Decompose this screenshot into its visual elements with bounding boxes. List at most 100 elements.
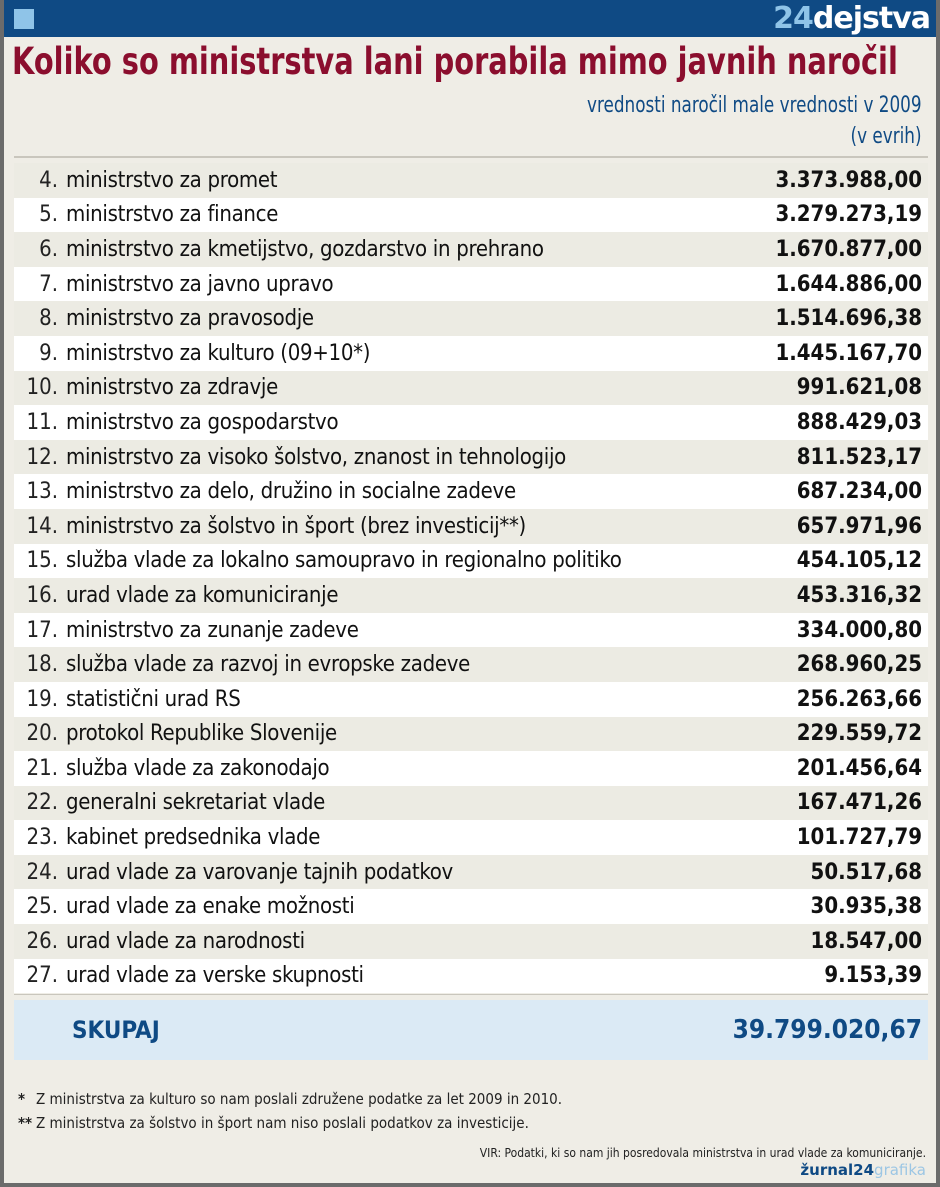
table-row: 5. ministrstvo za finance 3.279.273,19 <box>14 197 928 233</box>
row-name: ministrstvo za zdravje <box>66 375 279 401</box>
row-value: 167.471,26 <box>796 790 922 816</box>
table-row: 7. ministrstvo za javno upravo 1.644.886,0… <box>14 266 928 302</box>
total-row: SKUPAJ 39.799.020,67 <box>14 1000 928 1060</box>
row-value: 657.971,96 <box>796 513 922 539</box>
subtitle: vrednosti naročil male vrednosti v 2009 <box>587 93 922 118</box>
table-row: 14. ministrstvo za šolstvo in šport (brez… <box>14 508 928 544</box>
row-rank: 24. <box>26 859 58 885</box>
data-table: 4. ministrstvo za promet 3.373.988,00 5. min… <box>14 163 928 994</box>
row-name: ministrstvo za delo, družino in socialne… <box>66 479 516 505</box>
header-bar: 24dejstva <box>4 0 936 37</box>
table-row: 10. ministrstvo za zdravje 991.621,08 <box>14 370 928 406</box>
row-name: protokol Republike Slovenije <box>66 721 337 747</box>
footnote: ** Z ministrstva za šolstvo in šport nam … <box>18 1114 529 1132</box>
row-rank: 6. <box>39 236 58 262</box>
row-rank: 5. <box>39 202 58 228</box>
row-value: 9.153,39 <box>824 963 922 989</box>
row-value: 888.429,03 <box>796 409 922 435</box>
table-row: 27. urad vlade za verske skupnosti 9.153,3… <box>14 958 928 994</box>
row-name: urad vlade za varovanje tajnih podatkov <box>66 859 453 885</box>
total-label: SKUPAJ <box>72 1016 160 1044</box>
row-name: služba vlade za zakonodajo <box>66 755 330 781</box>
row-name: urad vlade za komuniciranje <box>66 582 339 608</box>
divider <box>14 156 928 158</box>
row-value: 1.670.877,00 <box>775 236 922 262</box>
row-value: 201.456,64 <box>796 755 922 781</box>
row-name: ministrstvo za finance <box>66 202 279 228</box>
row-rank: 27. <box>26 963 58 989</box>
row-value: 30.935,38 <box>810 894 922 920</box>
row-value: 1.514.696,38 <box>775 306 922 332</box>
infographic: 24dejstva Koliko so ministrstva lani por… <box>4 0 936 1183</box>
row-rank: 4. <box>39 167 58 193</box>
row-value: 334.000,80 <box>796 617 922 643</box>
row-rank: 18. <box>26 652 58 678</box>
row-rank: 9. <box>39 340 58 366</box>
row-value: 50.517,68 <box>810 859 922 885</box>
row-name: urad vlade za enake možnosti <box>66 894 355 920</box>
table-row: 21. služba vlade za zakonodajo 201.456,64 <box>14 751 928 786</box>
table-row: 11. ministrstvo za gospodarstvo 888.429,03 <box>14 405 928 440</box>
table-row: 20. protokol Republike Slovenije 229.559,7… <box>14 716 928 752</box>
footnote: * Z ministrstva za kulturo so nam poslali… <box>18 1090 563 1108</box>
row-rank: 16. <box>26 582 58 608</box>
row-name: kabinet predsednika vlade <box>66 825 321 851</box>
row-value: 1.445.167,70 <box>775 340 922 366</box>
row-name: ministrstvo za visoko šolstvo, znanost i… <box>66 444 566 470</box>
row-name: urad vlade za verske skupnosti <box>66 963 364 989</box>
row-rank: 7. <box>39 271 58 297</box>
row-name: ministrstvo za šolstvo in šport (brez in… <box>66 513 526 539</box>
source-note: VIR: Podatki, ki so nam jih posredovala … <box>479 1146 926 1160</box>
table-row: 22. generalni sekretariat vlade 167.471,26 <box>14 785 928 821</box>
brand-logo: žurnal24grafika <box>800 1161 926 1179</box>
row-rank: 13. <box>26 479 58 505</box>
table-row: 9. ministrstvo za kulturo (09+10*) 1.445.1… <box>14 335 928 371</box>
row-rank: 10. <box>26 375 58 401</box>
row-value: 453.316,32 <box>796 582 922 608</box>
square-icon <box>14 9 34 29</box>
unit-label: (v evrih) <box>851 124 922 149</box>
table-row: 15. služba vlade za lokalno samoupravo in… <box>14 543 928 579</box>
row-name: služba vlade za lokalno samoupravo in re… <box>66 548 622 574</box>
table-row: 25. urad vlade za enake možnosti 30.935,38 <box>14 889 928 925</box>
row-value: 101.727,79 <box>796 825 922 851</box>
table-row: 8. ministrstvo za pravosodje 1.514.696,38 <box>14 301 928 336</box>
row-rank: 21. <box>26 755 58 781</box>
row-name: ministrstvo za kmetijstvo, gozdarstvo in… <box>66 236 544 262</box>
row-rank: 22. <box>26 790 58 816</box>
table-row: 16. urad vlade za komuniciranje 453.316,32 <box>14 578 928 613</box>
logo-24dejstva: 24dejstva <box>773 1 931 36</box>
row-value: 229.559,72 <box>796 721 922 747</box>
row-value: 991.621,08 <box>796 375 922 401</box>
table-row: 13. ministrstvo za delo, družino in socia… <box>14 474 928 509</box>
table-row: 26. urad vlade za narodnosti 18.547,00 <box>14 924 928 959</box>
row-rank: 23. <box>26 825 58 851</box>
row-name: ministrstvo za promet <box>66 167 278 193</box>
row-name: generalni sekretariat vlade <box>66 790 326 816</box>
row-value: 811.523,17 <box>796 444 922 470</box>
divider <box>14 994 928 995</box>
table-row: 17. ministrstvo za zunanje zadeve 334.000,… <box>14 612 928 648</box>
row-value: 256.263,66 <box>796 686 922 712</box>
row-name: statistični urad RS <box>66 686 241 712</box>
row-value: 454.105,12 <box>796 548 922 574</box>
table-row: 24. urad vlade za varovanje tajnih podatk… <box>14 854 928 890</box>
row-rank: 26. <box>26 928 58 954</box>
row-name: ministrstvo za javno upravo <box>66 271 334 297</box>
row-value: 687.234,00 <box>796 479 922 505</box>
row-rank: 20. <box>26 721 58 747</box>
table-row: 19. statistični urad RS 256.263,66 <box>14 681 928 717</box>
total-value: 39.799.020,67 <box>732 1015 922 1045</box>
row-value: 1.644.886,00 <box>775 271 922 297</box>
row-rank: 8. <box>39 306 58 332</box>
row-name: urad vlade za narodnosti <box>66 928 305 954</box>
row-rank: 11. <box>26 409 58 435</box>
row-rank: 14. <box>26 513 58 539</box>
table-row: 4. ministrstvo za promet 3.373.988,00 <box>14 163 928 198</box>
row-name: ministrstvo za zunanje zadeve <box>66 617 359 643</box>
row-name: ministrstvo za pravosodje <box>66 306 314 332</box>
page-title: Koliko so ministrstva lani porabila mimo… <box>12 40 898 83</box>
row-value: 3.373.988,00 <box>775 167 922 193</box>
table-row: 18. služba vlade za razvoj in evropske za… <box>14 647 928 682</box>
row-rank: 19. <box>26 686 58 712</box>
